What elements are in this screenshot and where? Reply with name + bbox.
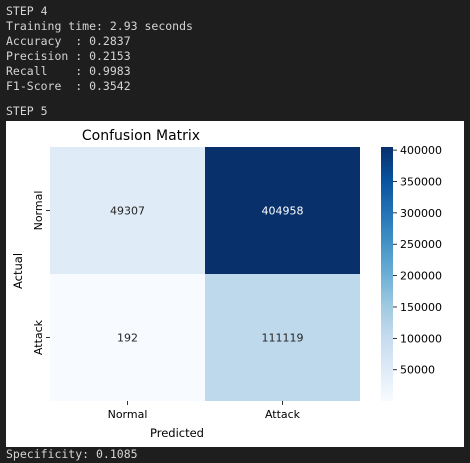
colorbar-tick-label: 50000	[400, 364, 435, 377]
colorbar-tick-label: 250000	[400, 238, 442, 251]
colorbar-tick-label: 300000	[400, 207, 442, 220]
heatmap-cell	[205, 147, 360, 274]
colorbar-tick-label: 100000	[400, 332, 442, 345]
colorbar-tick-label: 150000	[400, 301, 442, 314]
cell-value-label: 404958	[262, 205, 304, 218]
x-tick-label: Normal	[108, 408, 148, 421]
training-time-line: Training time: 2.93 seconds	[6, 19, 193, 33]
cell-value-label: 111119	[262, 332, 304, 345]
chart-title: Confusion Matrix	[82, 128, 200, 144]
x-tick-label: Attack	[265, 408, 301, 421]
cell-value-label: 49307	[110, 205, 145, 218]
step4-header: STEP 4	[6, 4, 48, 18]
confusion-matrix-chart: Confusion Matrix 49307 404958 192 111119 No…	[11, 128, 442, 440]
heatmap-cell	[50, 147, 205, 274]
colorbar-tick-label: 400000	[400, 144, 442, 157]
precision-line: Precision : 0.2153	[6, 49, 131, 63]
accuracy-line: Accuracy : 0.2837	[6, 34, 131, 48]
x-axis-label: Predicted	[150, 426, 204, 440]
cell-value-label: 192	[117, 332, 138, 345]
f1-score-line: F1-Score : 0.3542	[6, 79, 131, 93]
confusion-matrix-figure: Confusion Matrix 49307 404958 192 111119 No…	[6, 121, 464, 447]
heatmap-cell	[205, 274, 360, 401]
recall-line: Recall : 0.9983	[6, 64, 131, 78]
heatmap-cell	[50, 274, 205, 401]
colorbar	[381, 147, 393, 401]
y-axis-label: Actual	[11, 253, 25, 289]
y-tick-label: Attack	[32, 319, 45, 355]
colorbar-tick-label: 350000	[400, 175, 442, 188]
y-tick-label: Normal	[32, 191, 45, 231]
step5-header: STEP 5	[6, 104, 48, 118]
specificity-line: Specificity: 0.1085	[6, 447, 138, 461]
colorbar-tick-label: 200000	[400, 270, 442, 283]
